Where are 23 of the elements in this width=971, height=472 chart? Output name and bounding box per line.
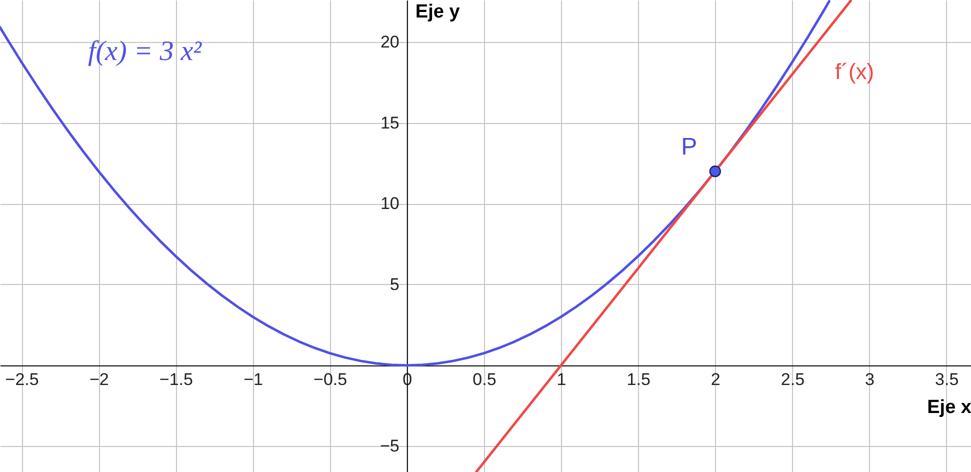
annotation: P [681, 133, 698, 160]
x-tick-label: −1 [244, 370, 263, 389]
y-tick-label: 15 [380, 113, 400, 132]
y-tick-label: 20 [380, 32, 400, 52]
series-label: f(x) = 3 x² [88, 36, 202, 67]
x-tick-label: 2.5 [780, 370, 805, 389]
line-series [0, 0, 830, 367]
x-tick-label: −0.5 [314, 370, 348, 389]
x-tick-label: −1.5 [159, 370, 193, 389]
series-label: f´(x) [835, 59, 874, 84]
x-axis-title: Eje x [927, 396, 971, 418]
x-tick-label: −2 [89, 370, 109, 389]
x-tick-label: 3.5 [935, 370, 959, 389]
x-tick-label: 0.5 [472, 370, 496, 389]
x-tick-label: 3 [865, 370, 875, 389]
y-axis-title: Eje y [415, 2, 460, 22]
y-tick-label: 5 [390, 274, 400, 294]
x-tick-label: 1 [556, 370, 566, 389]
x-tick-label: −2.5 [5, 370, 39, 389]
y-tick-label: −5 [380, 436, 400, 456]
x-tick-label: 2 [710, 370, 720, 389]
y-tick-label: 10 [380, 194, 400, 214]
x-tick-label: 1.5 [626, 370, 650, 389]
